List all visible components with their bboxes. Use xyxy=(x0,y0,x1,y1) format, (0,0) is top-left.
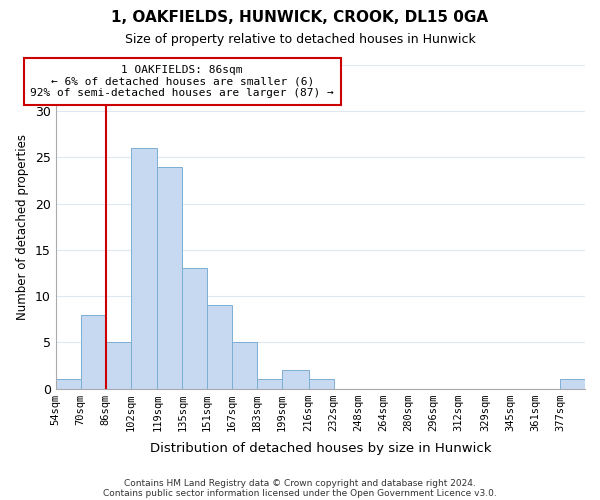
Y-axis label: Number of detached properties: Number of detached properties xyxy=(16,134,29,320)
Text: 1 OAKFIELDS: 86sqm
← 6% of detached houses are smaller (6)
92% of semi-detached : 1 OAKFIELDS: 86sqm ← 6% of detached hous… xyxy=(31,65,334,98)
Bar xyxy=(560,380,585,388)
Bar xyxy=(81,314,106,388)
Bar xyxy=(106,342,131,388)
Bar xyxy=(282,370,308,388)
Bar xyxy=(182,268,207,388)
Bar xyxy=(56,380,81,388)
Text: Contains HM Land Registry data © Crown copyright and database right 2024.: Contains HM Land Registry data © Crown c… xyxy=(124,478,476,488)
Text: 1, OAKFIELDS, HUNWICK, CROOK, DL15 0GA: 1, OAKFIELDS, HUNWICK, CROOK, DL15 0GA xyxy=(112,10,488,25)
Bar xyxy=(232,342,257,388)
Bar xyxy=(131,148,157,388)
Bar xyxy=(207,306,232,388)
Bar xyxy=(308,380,334,388)
Bar xyxy=(257,380,282,388)
Bar xyxy=(157,166,182,388)
Text: Size of property relative to detached houses in Hunwick: Size of property relative to detached ho… xyxy=(125,32,475,46)
Text: Contains public sector information licensed under the Open Government Licence v3: Contains public sector information licen… xyxy=(103,488,497,498)
X-axis label: Distribution of detached houses by size in Hunwick: Distribution of detached houses by size … xyxy=(149,442,491,455)
